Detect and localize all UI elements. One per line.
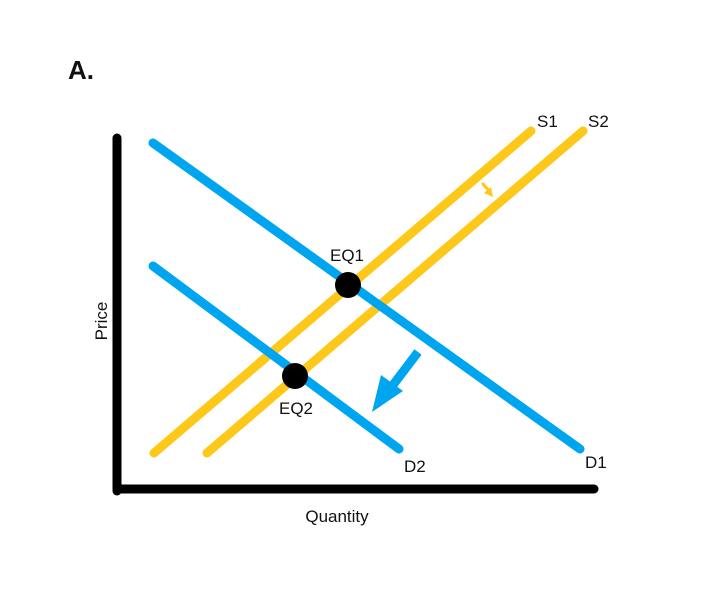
panel-label: A. — [68, 55, 94, 85]
s2-label: S2 — [588, 112, 609, 131]
d2-label: D2 — [404, 457, 426, 476]
x-axis-label: Quantity — [305, 507, 369, 526]
supply-shift-arrow — [481, 182, 493, 197]
d1-label: D1 — [585, 453, 607, 472]
equilibrium-point-eq1 — [335, 272, 361, 298]
s1-label: S1 — [537, 112, 558, 131]
eq1-label: EQ1 — [330, 246, 364, 265]
equilibrium-point-eq2 — [282, 363, 308, 389]
eq2-label: EQ2 — [279, 399, 313, 418]
demand-shift-arrow — [372, 349, 422, 412]
demand-curve-d1 — [148, 138, 585, 454]
demand-curve-d2 — [148, 261, 404, 454]
supply-curve-s2 — [202, 126, 588, 458]
y-axis-label: Price — [92, 302, 111, 341]
